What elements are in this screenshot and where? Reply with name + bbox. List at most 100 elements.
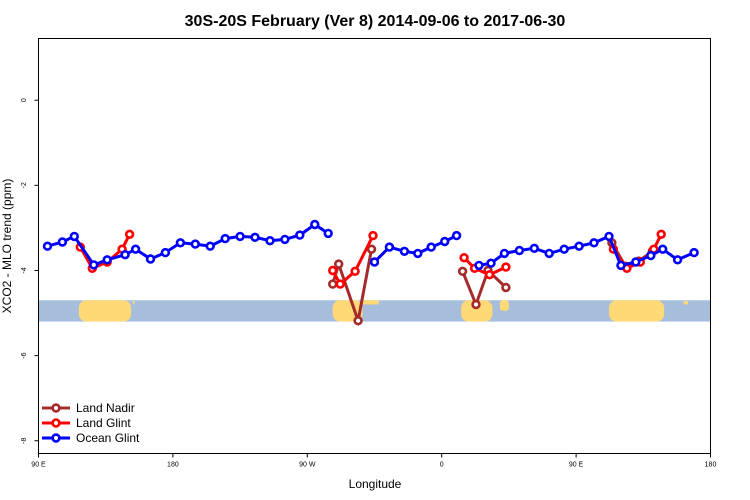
- x-tick-label: 180: [167, 462, 179, 469]
- data-point: [265, 236, 275, 246]
- data-point: [529, 243, 539, 254]
- legend-item: Land Glint: [42, 416, 131, 430]
- data-point: [413, 248, 423, 259]
- series-line: [478, 234, 695, 268]
- data-point: [190, 239, 201, 249]
- data-point: [353, 316, 363, 326]
- data-point: [175, 238, 186, 248]
- data-point: [574, 241, 584, 251]
- x-tick-label: 90 W: [299, 462, 316, 469]
- data-point: [42, 241, 53, 251]
- data-point: [102, 255, 112, 265]
- data-point: [440, 236, 450, 247]
- x-axis: 90 E 180 90 W 0 90 E 180: [31, 453, 717, 469]
- data-point: [484, 270, 495, 280]
- data-point: [369, 257, 380, 267]
- data-point: [235, 231, 245, 242]
- data-point: [328, 279, 338, 289]
- data-point: [334, 259, 344, 269]
- data-point: [295, 230, 305, 240]
- data-point: [426, 242, 436, 252]
- land-mass-7: [683, 301, 689, 305]
- data-point: [656, 229, 666, 240]
- series-line: [463, 256, 507, 277]
- legend-label: Land Glint: [76, 416, 131, 430]
- data-point: [205, 241, 215, 251]
- data-point: [459, 253, 469, 263]
- data-point: [457, 266, 468, 276]
- land-mass-3: [362, 300, 379, 305]
- data-point: [559, 244, 569, 254]
- land-mass-6: [608, 300, 665, 322]
- x-tick-label: 90 E: [569, 462, 584, 469]
- legend-label: Ocean Glint: [76, 431, 140, 445]
- y-axis-label: XCO2 - MLO trend (ppm): [0, 179, 14, 314]
- series-line: [331, 234, 375, 287]
- data-point: [323, 228, 333, 239]
- y-tick-label: 0: [21, 98, 28, 102]
- data-point: [69, 231, 80, 242]
- series-line: [461, 267, 507, 309]
- chart-title: 30S-20S February (Ver 8) 2014-09-06 to 2…: [185, 13, 566, 30]
- data-point: [486, 258, 496, 268]
- data-point: [57, 237, 68, 247]
- x-tick-label: 180: [705, 462, 717, 469]
- data-point: [220, 233, 230, 244]
- data-point: [657, 244, 668, 254]
- data-point: [631, 257, 641, 267]
- land-mass-5: [499, 300, 509, 311]
- data-point: [120, 250, 130, 260]
- data-point: [616, 260, 626, 271]
- data-point: [328, 265, 338, 276]
- data-point: [474, 260, 484, 271]
- series-line: [47, 222, 330, 267]
- data-point: [471, 299, 481, 310]
- data-point: [501, 262, 511, 272]
- series-layer: [42, 219, 699, 327]
- data-point: [160, 247, 171, 258]
- land-mass-0: [78, 300, 132, 322]
- data-point: [310, 219, 320, 230]
- x-tick-label: 90 E: [31, 462, 46, 469]
- data-point: [646, 250, 656, 261]
- data-point: [280, 234, 290, 245]
- land-mass-4: [461, 300, 493, 322]
- ocean-band: [38, 300, 711, 322]
- legend-marker: [51, 418, 61, 428]
- data-point: [399, 246, 410, 257]
- map-strip: [38, 300, 711, 322]
- data-point: [250, 232, 260, 243]
- data-point: [451, 230, 462, 241]
- data-point: [689, 247, 699, 258]
- data-point: [366, 244, 377, 254]
- legend-marker: [51, 433, 61, 443]
- series-ocean-glint: [42, 219, 699, 271]
- data-point: [124, 229, 135, 240]
- y-tick-label: -8: [21, 438, 28, 444]
- data-point: [384, 242, 395, 252]
- legend-item: Ocean Glint: [42, 431, 140, 445]
- y-axis: 0 -2 -4 -6 -8: [21, 98, 39, 444]
- legend-label: Land Nadir: [76, 401, 135, 415]
- data-point: [350, 266, 360, 276]
- data-point: [368, 230, 378, 241]
- data-point: [544, 248, 554, 259]
- y-tick-label: -6: [21, 352, 28, 358]
- data-point: [335, 279, 345, 289]
- x-tick-label: 0: [440, 462, 444, 469]
- data-point: [589, 238, 599, 248]
- y-tick-label: -4: [21, 267, 28, 273]
- x-axis-label: Longitude: [349, 477, 402, 491]
- y-tick-label: -2: [21, 182, 28, 188]
- data-point: [501, 282, 511, 293]
- data-point: [514, 245, 525, 256]
- data-point: [672, 255, 683, 265]
- land-mass-1: [132, 301, 135, 304]
- data-point: [130, 244, 141, 254]
- legend-item: Land Nadir: [42, 401, 135, 415]
- data-point: [145, 254, 156, 264]
- data-point: [499, 248, 510, 259]
- legend-marker: [51, 403, 61, 413]
